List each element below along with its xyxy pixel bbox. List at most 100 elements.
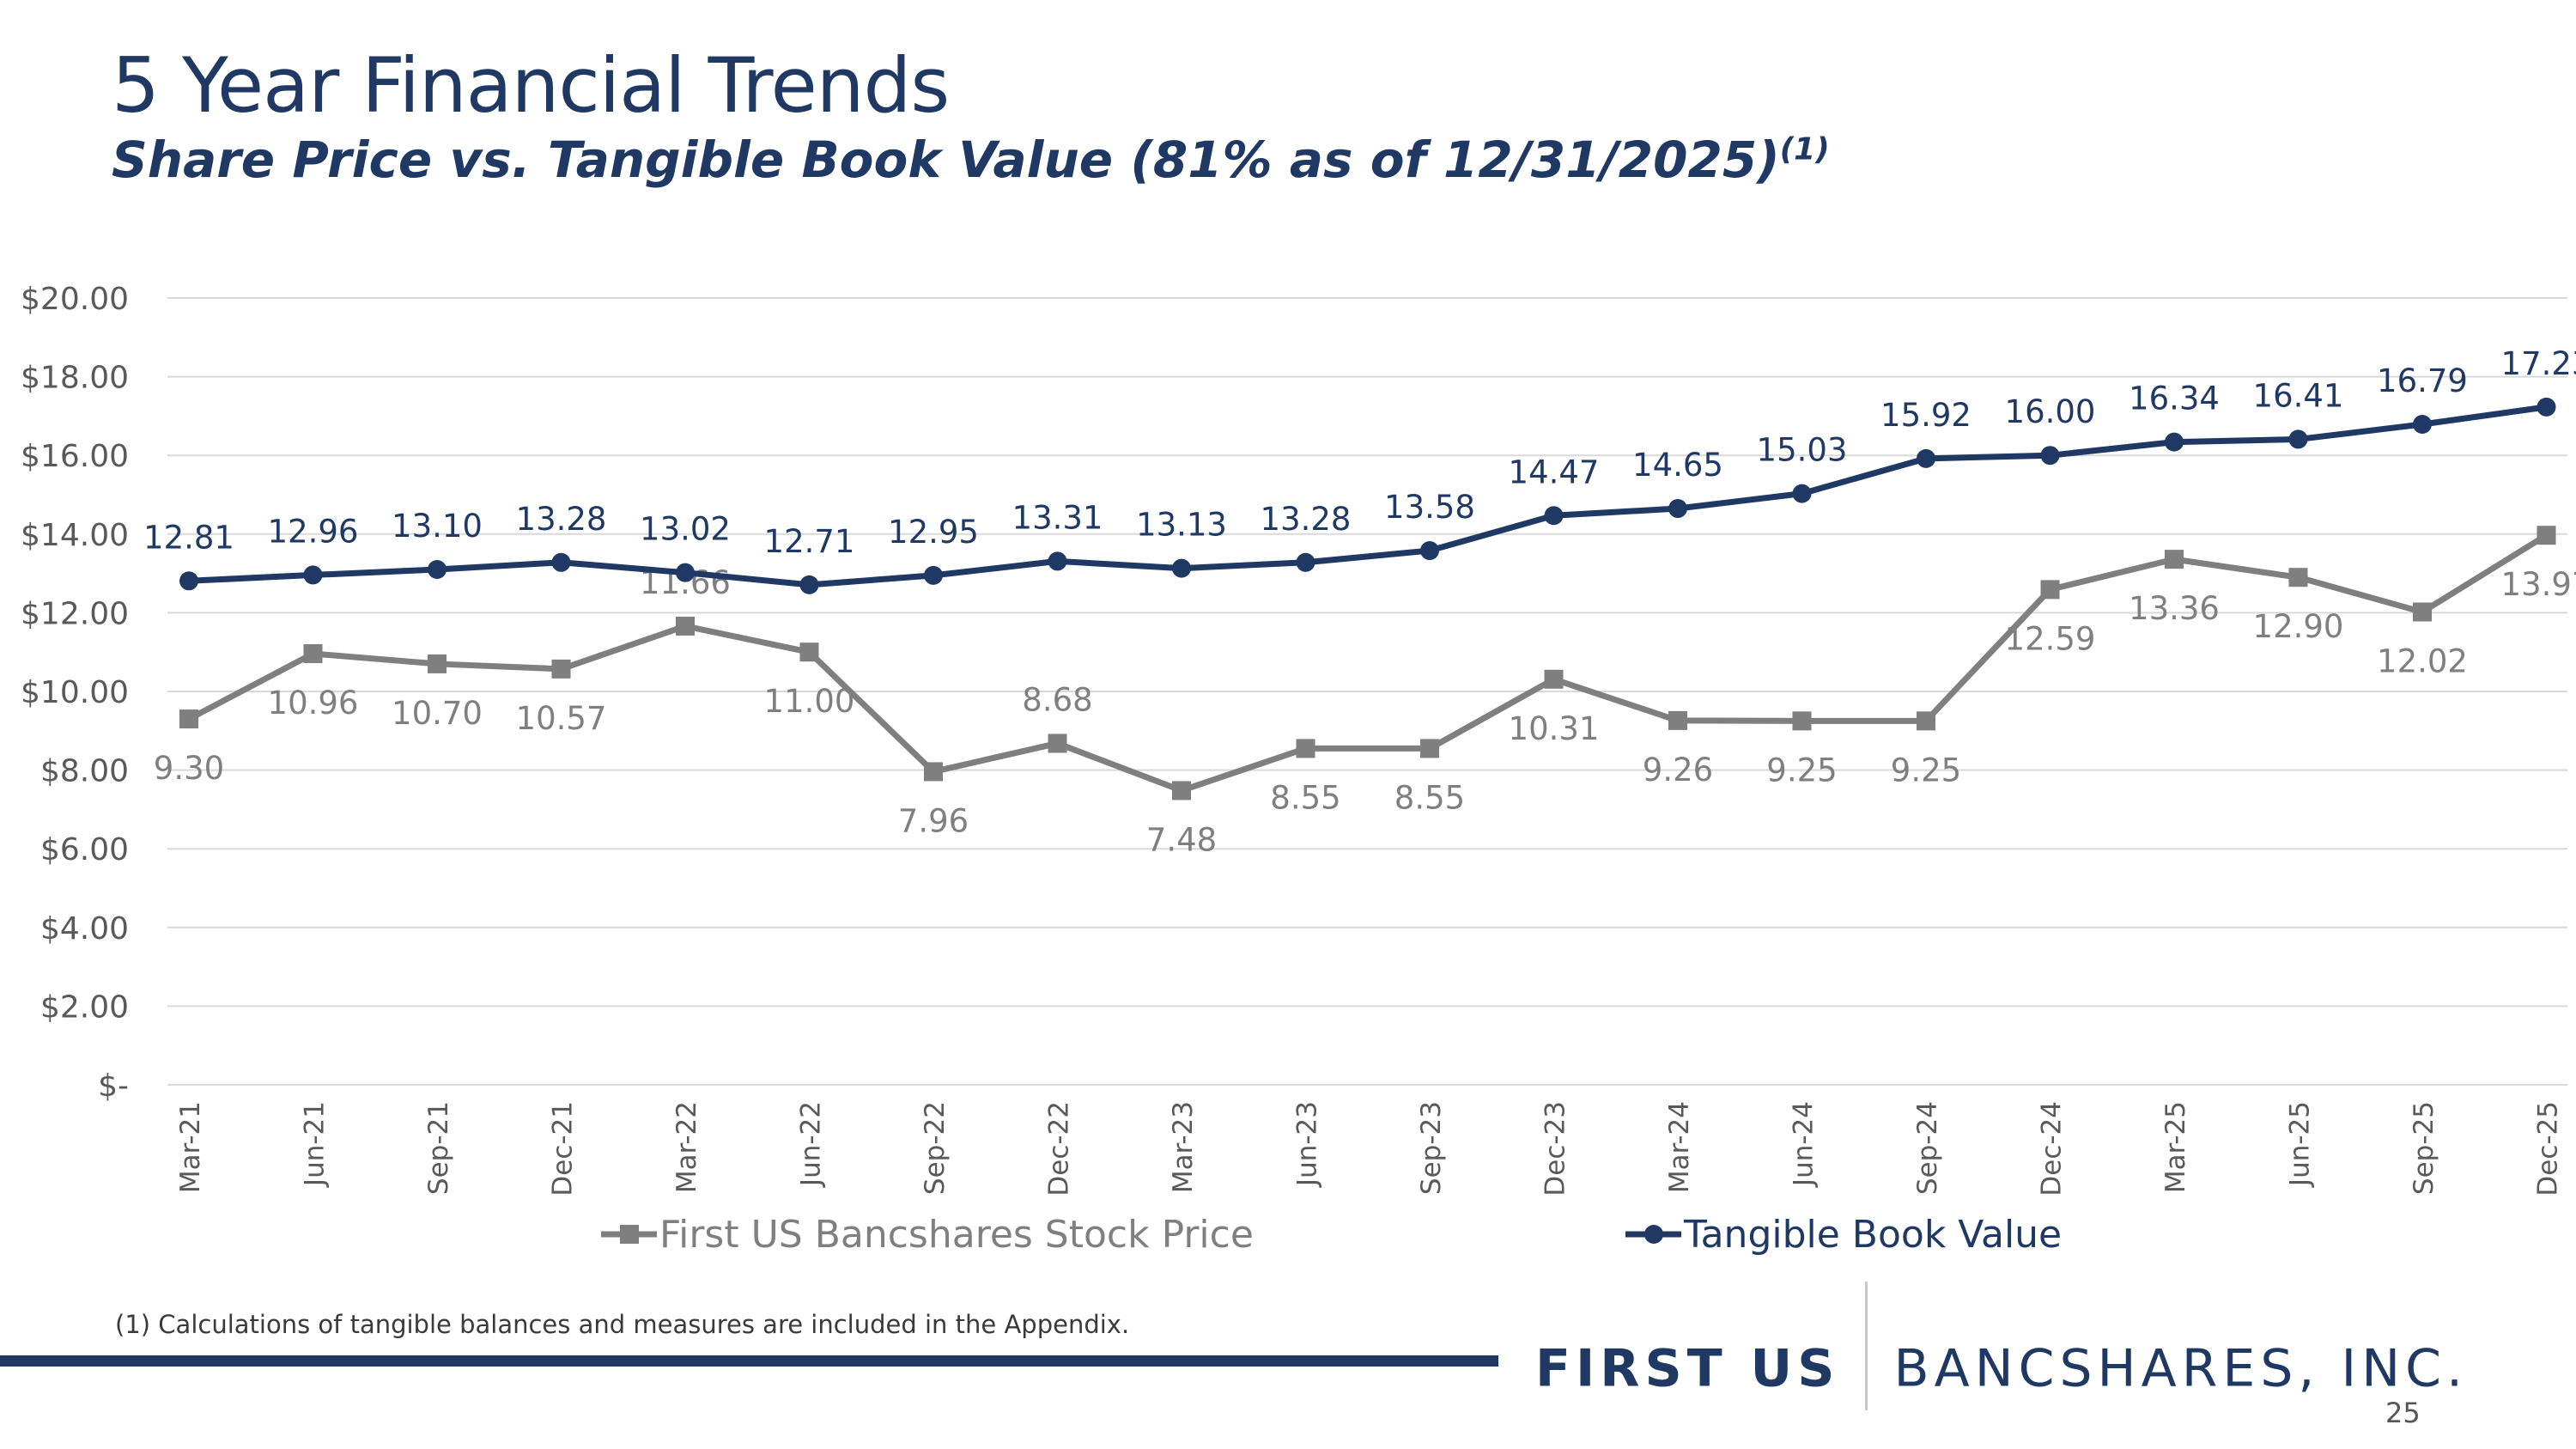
tangible-book-value-data-label: 16.34 — [2129, 381, 2220, 417]
tangible-book-value-point — [1048, 551, 1067, 571]
tangible-book-value-point — [1172, 558, 1191, 578]
tangible-book-value-data-label: 16.00 — [2005, 393, 2096, 430]
x-tick-label: Jun-22 — [796, 1101, 827, 1188]
tangible-book-value-point — [2040, 446, 2060, 466]
tangible-book-value-data-label: 13.10 — [392, 508, 483, 545]
tangible-book-value-point — [924, 565, 943, 585]
stock-price-data-label: 8.55 — [1394, 779, 1465, 816]
x-tick-label: Mar-21 — [175, 1101, 206, 1193]
stock-price-point — [1420, 739, 1439, 758]
stock-price-point — [1917, 711, 1935, 731]
tangible-book-value-data-label: 13.28 — [1261, 501, 1352, 538]
x-tick-label: Sep-23 — [1416, 1101, 1447, 1195]
tangible-book-value-data-label: 15.92 — [1880, 397, 1971, 434]
x-tick-label: Jun-21 — [300, 1101, 331, 1188]
tangible-book-value-data-label: 12.95 — [888, 514, 979, 551]
tangible-book-value-data-label: 14.65 — [1632, 447, 1723, 484]
y-tick-label: $4.00 — [40, 911, 129, 947]
x-tick-label: Mar-24 — [1664, 1101, 1695, 1193]
stock-price-data-label: 10.31 — [1509, 710, 1600, 747]
page-number: 25 — [2385, 1397, 2421, 1429]
x-tick-label: Mar-23 — [1168, 1101, 1199, 1193]
subtitle-text: Share Price vs. Tangible Book Value (81%… — [112, 131, 1780, 189]
stock-price-data-label: 7.48 — [1146, 821, 1217, 858]
stock-price-line — [187, 533, 2549, 794]
brand-logo: FIRST US BANCSHARES, INC. — [1535, 1282, 2469, 1410]
tangible-book-value-data-label: 17.23 — [2501, 345, 2576, 382]
tangible-book-value-point — [1792, 484, 1812, 503]
stock-price-data-label: 9.25 — [1766, 752, 1837, 788]
tangible-book-value-data-label: 12.96 — [268, 513, 359, 550]
tangible-book-value-point — [1296, 552, 1315, 572]
tangible-book-value-point — [1917, 448, 1935, 468]
stock-price-point — [2288, 568, 2308, 588]
stock-price-point — [1668, 710, 1687, 730]
y-tick-label: $2.00 — [40, 989, 129, 1025]
x-tick-label: Dec-25 — [2533, 1101, 2564, 1196]
tangible-book-value-data-label: 13.31 — [1012, 499, 1103, 536]
tangible-book-value-point — [2165, 432, 2184, 452]
tangible-book-value-point — [551, 552, 571, 572]
y-tick-label: $16.00 — [21, 439, 129, 474]
stock-price-data-label: 13.36 — [2129, 590, 2220, 627]
y-tick-label: $- — [98, 1068, 129, 1104]
stock-price-point — [1544, 669, 1564, 689]
stock-price-data-label: 12.02 — [2377, 642, 2468, 679]
stock-price-data-label: 13.97 — [2501, 566, 2576, 603]
x-tick-label: Mar-22 — [671, 1101, 702, 1193]
y-tick-label: $10.00 — [21, 675, 129, 710]
stock-price-data-label: 9.26 — [1643, 752, 1713, 788]
y-tick-label: $18.00 — [21, 361, 129, 396]
x-tick-label: Dec-21 — [548, 1101, 579, 1196]
tangible-book-value-point — [2537, 397, 2556, 417]
tangible-book-value-point — [676, 563, 695, 582]
x-tick-label: Jun-23 — [1292, 1101, 1323, 1188]
tangible-book-value-point — [799, 575, 819, 594]
x-tick-label: Jun-25 — [2285, 1101, 2316, 1188]
tangible-book-value-line — [188, 404, 2547, 588]
brand-name-second: BANCSHARES, INC. — [1893, 1338, 2469, 1399]
stock-price-point — [428, 654, 447, 673]
tangible-book-value-data-label: 13.13 — [1136, 507, 1227, 544]
brand-divider — [1865, 1282, 1868, 1410]
stock-price-data-label: 9.25 — [1891, 752, 1961, 788]
stock-price-data-label: 12.59 — [2005, 620, 2096, 657]
x-tick-label: Jun-24 — [1789, 1101, 1820, 1188]
footnote: (1) Calculations of tangible balances an… — [115, 1310, 1130, 1339]
tangible-book-value-point — [428, 560, 447, 580]
stock-price-point — [2537, 526, 2556, 545]
legend-stock-price-label: First US Bancshares Stock Price — [659, 1213, 1254, 1257]
y-tick-label: $20.00 — [21, 282, 129, 317]
tangible-book-value-point — [2413, 415, 2432, 435]
stock-price-point — [1792, 711, 1812, 731]
stock-price-data-label: 7.96 — [898, 802, 969, 839]
y-tick-label: $6.00 — [40, 832, 129, 868]
legend-stock-price-marker — [620, 1225, 639, 1244]
tangible-book-value-data-label: 16.41 — [2253, 377, 2344, 414]
line-chart: $- $2.00 $4.00 $6.00 $8.00 $10.00 $12.00 $14.00… — [21, 282, 2576, 1257]
stock-price-data-label: 10.70 — [392, 695, 483, 732]
y-tick-label: $14.00 — [21, 518, 129, 553]
tangible-book-value-data-label: 13.28 — [516, 501, 607, 538]
stock-price-data-label: 12.90 — [2253, 608, 2344, 645]
stock-price-data-label: 10.57 — [516, 700, 607, 737]
tangible-book-value-data-label: 16.79 — [2377, 362, 2468, 399]
stock-price-point — [303, 644, 323, 664]
tangible-book-value-point — [2288, 429, 2308, 449]
stock-price-data-label: 9.30 — [154, 750, 224, 787]
x-tick-label: Sep-25 — [2409, 1101, 2439, 1195]
tangible-book-value-point — [1544, 506, 1564, 526]
footer-rule — [0, 1355, 1498, 1367]
stock-price-point — [2040, 580, 2060, 600]
x-tick-label: Dec-24 — [2037, 1101, 2068, 1196]
subtitle-footnote-marker: (1) — [1779, 131, 1830, 167]
stock-price-data-label: 8.55 — [1270, 779, 1340, 816]
x-tick-label: Sep-22 — [920, 1101, 951, 1195]
y-tick-label: $8.00 — [40, 754, 129, 789]
tangible-book-value-data-label: 12.81 — [143, 519, 234, 556]
stock-price-point — [2165, 550, 2184, 569]
tangible-book-value-data-label: 13.02 — [640, 511, 731, 548]
tangible-book-value-data-label: 14.47 — [1509, 454, 1600, 490]
stock-price-data-label: 8.68 — [1022, 681, 1092, 718]
stock-price-point — [924, 762, 943, 782]
